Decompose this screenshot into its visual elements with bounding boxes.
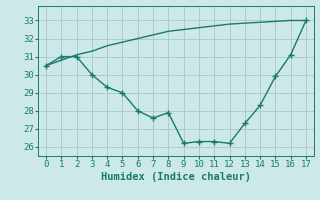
X-axis label: Humidex (Indice chaleur): Humidex (Indice chaleur) (101, 172, 251, 182)
